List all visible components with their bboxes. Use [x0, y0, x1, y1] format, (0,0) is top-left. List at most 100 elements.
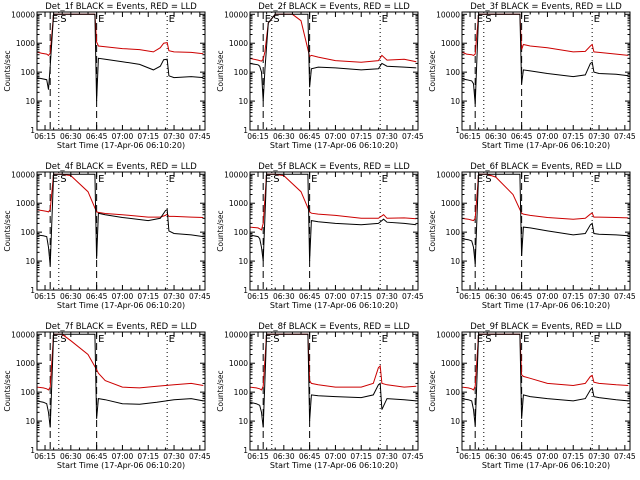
plot-frame — [461, 331, 631, 451]
x-tick-label: 07:30 — [588, 452, 610, 461]
y-tick-label: 10000 — [436, 330, 460, 339]
event-marker-label: E — [169, 334, 175, 345]
x-tick-label: 07:30 — [376, 132, 398, 141]
x-tick-label: 06:30 — [273, 452, 295, 461]
event-marker-label: E — [169, 174, 175, 185]
y-tick-label: 1 — [243, 446, 248, 455]
x-axis-label: Start Time (17-Apr-06 06:10:20) — [482, 141, 610, 150]
event-marker-label: E — [523, 14, 529, 25]
events-series-line — [250, 13, 417, 102]
y-axis-label: Counts/sec — [3, 370, 12, 411]
x-tick-label: 07:45 — [402, 452, 424, 461]
events-series-line — [37, 173, 204, 266]
y-tick-label: 10000 — [11, 170, 35, 179]
y-axis-label: Counts/sec — [216, 370, 225, 411]
x-tick-label: 06:15 — [34, 292, 56, 301]
x-tick-label: 07:30 — [588, 292, 610, 301]
x-axis-label: Start Time (17-Apr-06 06:10:20) — [57, 461, 185, 470]
y-tick-label: 10 — [238, 97, 248, 106]
event-marker-label: S — [485, 174, 491, 185]
plot-frame — [249, 11, 419, 131]
series-group — [462, 333, 629, 426]
x-axis-label: Start Time (17-Apr-06 06:10:20) — [482, 301, 610, 310]
event-marker-label: E — [52, 174, 58, 185]
events-series-line — [462, 333, 629, 426]
y-tick-label: 100 — [21, 228, 36, 237]
y-tick-label: 1 — [455, 126, 460, 135]
x-tick-label: 07:15 — [562, 292, 584, 301]
event-marker-label: E — [265, 334, 271, 345]
event-marker-label: E — [382, 334, 388, 345]
plot-frame — [249, 171, 419, 291]
y-tick-label: 100 — [21, 388, 36, 397]
x-tick-label: 06:45 — [299, 292, 321, 301]
x-tick-label: 07:30 — [163, 292, 185, 301]
x-tick-label: 06:15 — [247, 452, 269, 461]
x-tick-label: 07:00 — [325, 132, 347, 141]
series-group — [37, 333, 204, 428]
x-tick-label: 07:30 — [376, 292, 398, 301]
x-tick-label: 07:15 — [350, 452, 372, 461]
panel-title: Det_8f BLACK = Events, RED = LLD — [258, 322, 410, 332]
y-tick-label: 1 — [455, 286, 460, 295]
event-marker-label: E — [382, 14, 388, 25]
x-tick-label: 07:45 — [402, 292, 424, 301]
x-axis-label: Start Time (17-Apr-06 06:10:20) — [270, 141, 398, 150]
event-marker-label: E — [311, 174, 317, 185]
events-series-line — [37, 333, 204, 428]
plot-frame — [461, 11, 631, 131]
x-tick-label: 06:30 — [273, 132, 295, 141]
x-axis-label: Start Time (17-Apr-06 06:10:20) — [57, 141, 185, 150]
event-marker-label: S — [273, 334, 279, 345]
panel-title: Det_1f BLACK = Events, RED = LLD — [45, 2, 197, 12]
x-tick-label: 07:15 — [562, 452, 584, 461]
event-marker-label: S — [60, 334, 66, 345]
y-axis-label: Counts/sec — [428, 50, 437, 91]
event-marker-label: E — [52, 334, 58, 345]
y-axis-label: Counts/sec — [216, 210, 225, 251]
x-tick-label: 06:15 — [34, 132, 56, 141]
y-tick-label: 1000 — [229, 359, 248, 368]
y-tick-label: 1000 — [16, 199, 35, 208]
y-tick-label: 10000 — [11, 330, 35, 339]
x-tick-label: 07:45 — [614, 132, 636, 141]
x-axis-label: Start Time (17-Apr-06 06:10:20) — [57, 301, 185, 310]
x-tick-label: 06:30 — [485, 452, 507, 461]
x-tick-label: 07:45 — [614, 292, 636, 301]
x-axis-label: Start Time (17-Apr-06 06:10:20) — [270, 301, 398, 310]
lld-series-line — [462, 13, 629, 56]
panel-title: Det_3f BLACK = Events, RED = LLD — [470, 2, 622, 12]
x-tick-label: 06:15 — [34, 452, 56, 461]
x-tick-label: 07:00 — [112, 452, 134, 461]
x-tick-label: 07:00 — [112, 132, 134, 141]
x-tick-label: 07:00 — [325, 292, 347, 301]
x-tick-label: 06:30 — [60, 292, 82, 301]
x-tick-label: 07:15 — [350, 292, 372, 301]
event-marker-label: E — [477, 174, 483, 185]
x-tick-label: 06:45 — [86, 452, 108, 461]
event-marker-label: S — [273, 14, 279, 25]
x-tick-label: 06:45 — [511, 292, 533, 301]
x-axis-label: Start Time (17-Apr-06 06:10:20) — [482, 461, 610, 470]
event-marker-label: E — [98, 334, 104, 345]
y-tick-label: 10 — [25, 417, 35, 426]
lld-series-line — [250, 173, 417, 231]
events-series-line — [462, 173, 629, 264]
panel-title: Det_7f BLACK = Events, RED = LLD — [45, 322, 197, 332]
events-series-line — [250, 333, 417, 428]
x-tick-label: 06:45 — [86, 292, 108, 301]
y-tick-label: 10000 — [11, 10, 35, 19]
x-tick-label: 06:15 — [247, 132, 269, 141]
event-marker-label: E — [98, 174, 104, 185]
events-series-line — [37, 13, 204, 102]
x-tick-label: 07:45 — [189, 292, 211, 301]
y-tick-label: 1000 — [16, 39, 35, 48]
event-marker-label: E — [477, 334, 483, 345]
